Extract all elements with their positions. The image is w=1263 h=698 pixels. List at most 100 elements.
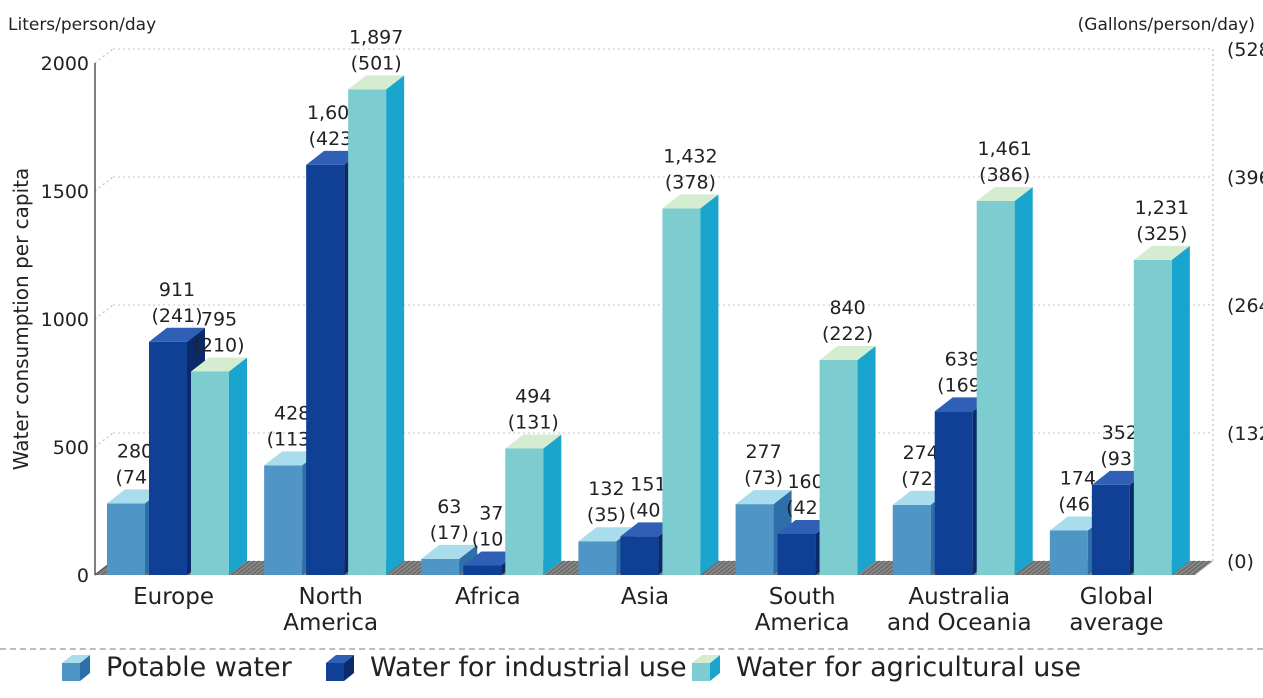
legend-item-industrial: Water for industrial use xyxy=(324,652,687,683)
category-label: North xyxy=(299,584,363,610)
bar-2-front xyxy=(505,448,544,575)
data-label-0: 280 xyxy=(117,440,153,462)
right-tick-label: (0) xyxy=(1227,551,1254,573)
floor-hatch xyxy=(713,560,733,576)
floor-hatch xyxy=(1178,560,1198,576)
data-label-gallons-1: (40) xyxy=(629,499,668,521)
data-label-0: 277 xyxy=(745,441,781,463)
floor-hatch xyxy=(1173,560,1193,576)
floor-hatch xyxy=(393,560,413,576)
data-label-0: 132 xyxy=(588,478,624,500)
bar-2-top xyxy=(662,194,719,209)
category-label: Europe xyxy=(133,584,214,610)
legend-swatch-agricultural xyxy=(692,654,720,681)
data-label-2: 1,897 xyxy=(349,26,403,48)
floor-hatch xyxy=(863,560,883,576)
gridline-connector xyxy=(94,304,114,320)
legend-label-industrial: Water for industrial use xyxy=(370,652,687,683)
floor-hatch xyxy=(1023,560,1043,576)
data-label-gallons-1: (169) xyxy=(937,374,988,396)
data-label-1: 911 xyxy=(159,279,195,301)
data-label-gallons-2: (501) xyxy=(351,52,402,74)
floor-hatch xyxy=(1028,560,1048,576)
floor-hatch xyxy=(1188,560,1208,576)
data-label-gallons-1: (93) xyxy=(1100,448,1139,470)
bar-2-side xyxy=(543,434,562,575)
data-label-gallons-0: (35) xyxy=(587,504,626,526)
floor-hatch xyxy=(1018,560,1038,576)
gridline-connector xyxy=(94,48,114,64)
bar-1-front xyxy=(306,164,345,575)
right-tick-label: (264) xyxy=(1227,295,1263,317)
data-label-gallons-0: (17) xyxy=(430,522,469,544)
data-label-1: 639 xyxy=(945,348,981,370)
legend-swatch-potable xyxy=(62,654,90,681)
data-label-1: 352 xyxy=(1102,422,1138,444)
data-label-0: 174 xyxy=(1060,467,1096,489)
data-label-2: 494 xyxy=(515,386,551,408)
gridline-connector xyxy=(94,432,114,448)
bar-1-front xyxy=(1091,484,1130,575)
data-label-gallons-2: (210) xyxy=(193,334,244,356)
category-label: Asia xyxy=(621,584,669,610)
bar-2-side xyxy=(700,194,719,575)
legend-swatch-industrial xyxy=(326,654,354,681)
floor-hatch xyxy=(858,560,878,576)
floor-hatch xyxy=(708,560,728,576)
category-label: Global xyxy=(1080,584,1153,610)
data-label-gallons-1: (10) xyxy=(472,529,511,551)
floor-hatch xyxy=(248,560,268,576)
data-label-gallons-2: (386) xyxy=(979,164,1030,186)
bar-0-front xyxy=(735,504,774,575)
floor-hatch xyxy=(403,560,423,576)
bar-2-side xyxy=(1014,186,1033,575)
category-label: Africa xyxy=(455,584,521,610)
left-tick-label: 1000 xyxy=(41,309,89,331)
data-label-2: 1,432 xyxy=(663,145,717,167)
data-label-gallons-0: (72) xyxy=(901,468,940,490)
right-tick-label: (132) xyxy=(1227,423,1263,445)
left-tick-label: 1500 xyxy=(41,181,89,203)
category-label: South xyxy=(769,584,836,610)
right-tick-label: (528) xyxy=(1227,39,1263,61)
legend: Potable water Water for industrial use W… xyxy=(0,640,1263,698)
y-axis-title: Water consumption per capita xyxy=(9,168,33,471)
bar-0-front xyxy=(421,558,460,575)
data-label-gallons-0: (113) xyxy=(267,428,318,450)
bar-0-front xyxy=(578,541,617,575)
bar-2-side xyxy=(229,357,247,575)
floor-hatch xyxy=(543,560,563,576)
floor-hatch xyxy=(238,560,258,576)
data-label-gallons-1: (241) xyxy=(151,305,202,327)
bar-0-front xyxy=(107,503,145,575)
data-label-gallons-1: (423) xyxy=(309,128,360,150)
bar-1-front xyxy=(777,534,816,575)
data-label-0: 274 xyxy=(903,442,939,464)
data-label-gallons-2: (325) xyxy=(1136,223,1187,245)
data-label-1: 160 xyxy=(787,471,823,493)
data-label-2: 795 xyxy=(201,308,237,330)
bar-2-side xyxy=(1171,245,1190,575)
left-tick-label: 2000 xyxy=(41,53,89,75)
floor-hatch xyxy=(243,560,263,576)
bar-1-top xyxy=(149,327,205,342)
floor-hatch xyxy=(398,560,418,576)
floor-hatch xyxy=(1183,560,1203,576)
data-label-0: 428 xyxy=(274,402,310,424)
floor-hatch xyxy=(1033,560,1053,576)
category-label: and Oceania xyxy=(887,610,1032,636)
bar-2-front xyxy=(191,371,229,575)
legend-label-potable: Potable water xyxy=(106,652,292,683)
category-label: Australia xyxy=(908,584,1010,610)
water-consumption-chart: 0 (0) 500 (132) 1000 (264) 1500 (396) 2000 (528) L… xyxy=(8,15,1263,636)
bar-2-front xyxy=(348,89,387,576)
bar-1-front xyxy=(463,565,502,575)
legend-separator xyxy=(0,648,1263,650)
floor-hatch xyxy=(553,560,573,576)
floor-hatch xyxy=(548,560,568,576)
floor-hatch xyxy=(703,560,723,576)
bar-2-side xyxy=(857,345,876,575)
legend-label-agricultural: Water for agricultural use xyxy=(736,652,1082,683)
floor-hatch xyxy=(1193,560,1213,576)
data-label-2: 1,231 xyxy=(1135,197,1189,219)
